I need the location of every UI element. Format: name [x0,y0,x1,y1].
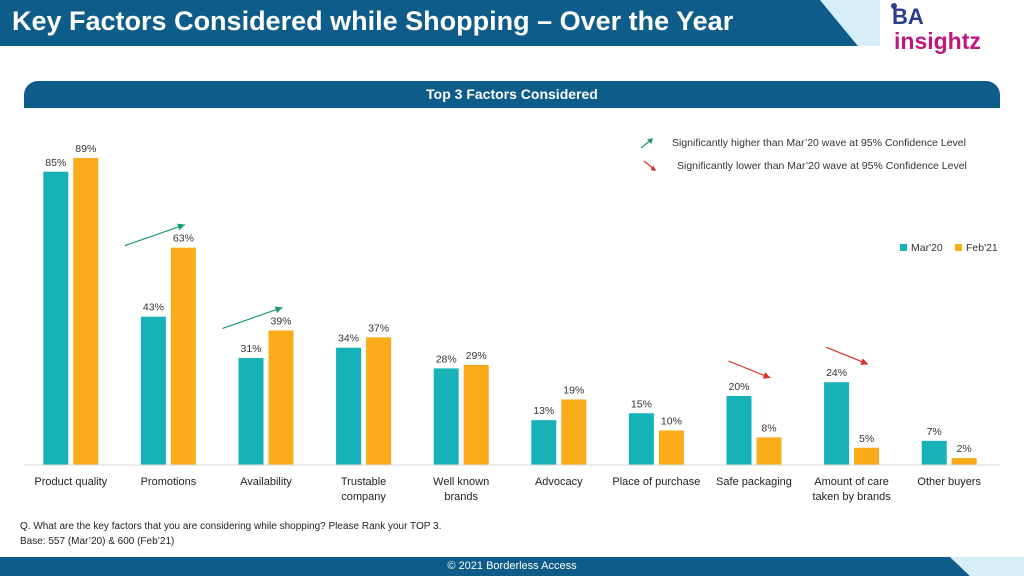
significance-arrow-1 [222,306,283,330]
value-label-5-0: 13% [533,405,554,417]
significance-arrow-head-0 [177,223,185,231]
category-label-3: Trustable company [341,476,387,503]
category-label-0: Product quality [34,476,107,488]
header-accent [820,0,880,46]
legend-swatch-1 [955,244,962,251]
category-label-6: Place of purchase [612,476,700,488]
bar-8-1 [854,447,880,465]
value-label-6-0: 15% [631,398,652,410]
significance-arrows [124,223,869,379]
significance-arrow-head-1 [274,306,283,314]
value-label-2-0: 31% [240,343,261,355]
logo-dot [891,3,897,9]
bar-5-0 [531,420,557,465]
bar-9-1 [951,458,977,465]
value-label-8-1: 5% [859,433,874,445]
bars [43,157,977,465]
header-banner [0,0,880,46]
significance-arrow-3 [825,346,869,365]
significance-legend: Significantly higher than Mar’20 wave at… [640,137,967,172]
legend-lower-text: Significantly lower than Mar’20 wave at … [677,160,967,172]
base-note: Base: 557 (Mar’20) & 600 (Feb’21) [20,536,175,547]
category-label-8: Amount of care taken by brands [812,476,891,503]
logo-insightz: insightz [894,28,981,54]
category-label-2: Availability [240,476,292,488]
series-legend: Mar'20 Feb'21 [900,242,998,254]
bar-7-1 [756,437,782,465]
legend-down-arrow-head [650,165,656,171]
bar-2-1 [268,330,294,465]
value-labels: 85% 89% 43% 63% 31% 39% 34% 37% 28% 29% 13% 19% 15% 1… [45,143,972,455]
bar-6-1 [658,430,684,465]
chart-title: Top 3 Factors Considered [426,86,598,102]
value-label-7-1: 8% [761,422,776,434]
bar-0-0 [43,171,69,465]
value-label-1-1: 63% [173,233,194,245]
footer-fill [0,557,970,576]
value-label-4-1: 29% [466,350,487,362]
footer-bar [0,557,1024,576]
bar-0-1 [73,157,99,465]
legend-swatch-0 [900,244,907,251]
copyright-text: © 2021 Borderless Access [447,560,577,572]
ba-insightz-logo: BA insightz [891,3,981,54]
value-label-7-0: 20% [728,381,749,393]
bar-9-0 [921,440,947,465]
value-label-9-0: 7% [927,426,942,438]
value-label-5-1: 19% [563,384,584,396]
bar-4-0 [433,368,459,465]
bar-3-0 [336,347,362,465]
significance-arrow-head-2 [762,372,771,379]
legend-label-0: Mar'20 [911,242,943,254]
category-label-5: Advocacy [535,476,583,488]
value-label-3-1: 37% [368,322,389,334]
chart-title-bar: Top 3 Factors Considered [24,81,1000,108]
legend-label-1: Feb'21 [966,242,998,254]
significance-arrow-2 [728,360,771,379]
question-note: Q. What are the key factors that you are… [20,521,442,532]
bar-7-0 [726,396,752,465]
bar-4-1 [463,364,489,465]
category-label-7: Safe packaging [716,476,792,488]
category-label-9: Other buyers [917,476,981,488]
value-label-0-0: 85% [45,157,66,169]
bar-2-0 [238,358,264,465]
value-label-9-1: 2% [957,443,972,455]
bar-5-1 [561,399,587,465]
value-label-2-1: 39% [270,315,291,327]
category-label-1: Promotions [141,476,197,488]
value-label-6-1: 10% [661,416,682,428]
significance-arrow-0 [124,224,186,247]
logo-ba: BA [892,4,924,29]
bar-1-0 [140,316,166,465]
bar-3-1 [366,337,392,465]
significance-arrow-head-3 [860,358,869,365]
bar-chart: 85% 89% 43% 63% 31% 39% 34% 37% 28% 29% 13% 19% 15% 1… [24,137,1000,503]
legend-higher-text: Significantly higher than Mar’20 wave at… [672,137,966,149]
value-label-1-0: 43% [143,302,164,314]
category-labels: Product quality Promotions Availability Tru… [34,476,981,503]
bar-6-0 [628,413,654,465]
header-bar [0,0,858,46]
page-title: Key Factors Considered while Shopping – … [12,6,734,36]
bar-8-0 [824,382,850,465]
footer-accent [950,557,1024,576]
value-label-0-1: 89% [75,143,96,155]
legend-up-arrow-head [647,138,653,144]
value-label-8-0: 24% [826,367,847,379]
category-label-4: Well known brands [433,476,489,503]
value-label-3-0: 34% [338,333,359,345]
value-label-4-0: 28% [436,353,457,365]
bar-1-1 [170,247,196,465]
